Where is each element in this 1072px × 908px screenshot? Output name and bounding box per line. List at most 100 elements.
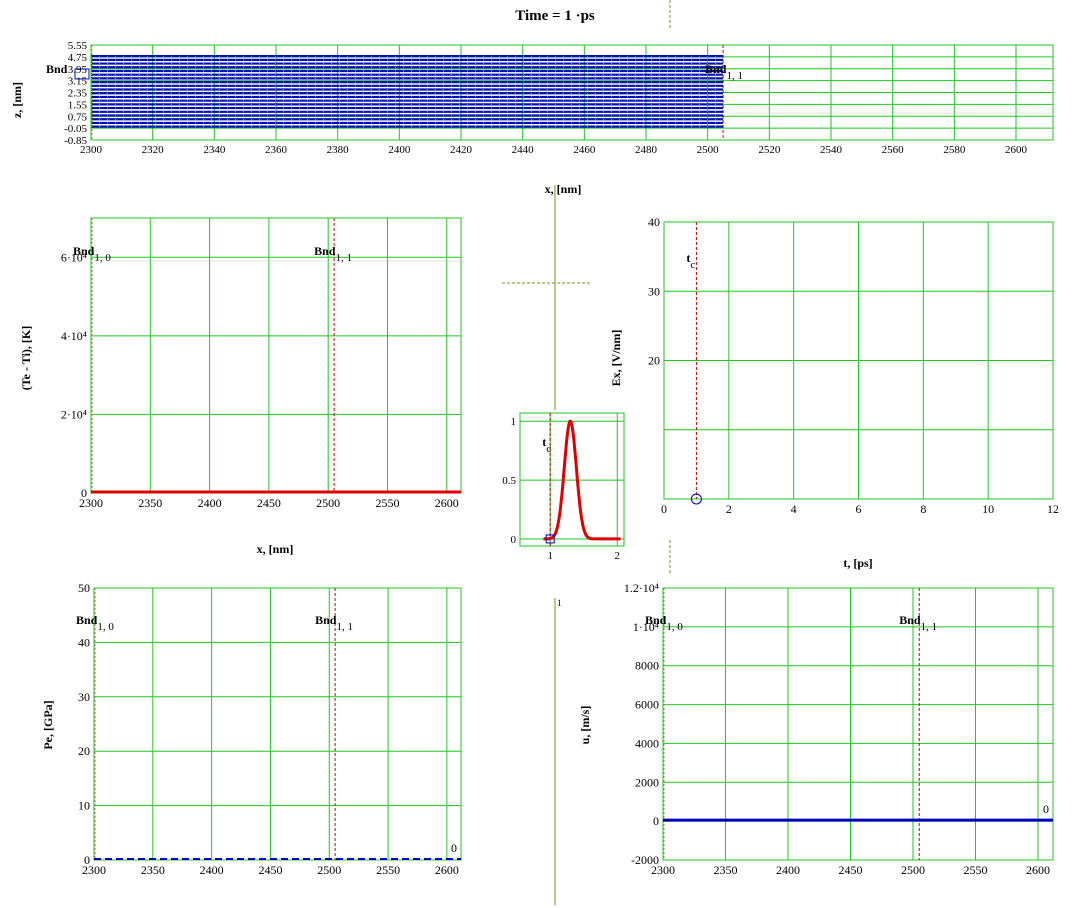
- velocity-x-tick-label: 2500: [901, 863, 925, 877]
- z_profile-x-tick-label: 2580: [943, 144, 966, 156]
- z_profile-marker-label: Bnd: [46, 62, 68, 76]
- pe-x-tick-label: 2300: [82, 863, 106, 877]
- z-profile-xlabel: x, [nm]: [545, 182, 582, 196]
- te-ti-ylabel: (Te - Ti), [K]: [19, 326, 33, 390]
- z_profile-x-tick-label: 2300: [80, 144, 103, 156]
- pe-x-tick-label: 2500: [317, 863, 341, 877]
- velocity-y-tick-label: -2000: [631, 853, 659, 867]
- te-ti-xlabel: x, [nm]: [257, 542, 294, 556]
- z_profile-x-tick-label: 2540: [820, 144, 843, 156]
- ex_field-x-tick-label: 4: [791, 502, 797, 516]
- z_profile-x-tick-label: 2500: [697, 144, 720, 156]
- z_profile-x-tick-label: 2420: [450, 144, 473, 156]
- pe-y-tick-label: 10: [78, 799, 90, 813]
- stray-mark: 1: [557, 598, 562, 608]
- velocity-ylabel: u, [m/s]: [578, 706, 592, 745]
- pulse-marker-label: tc: [542, 435, 551, 455]
- pe-marker-label: Bnd1, 0: [76, 613, 114, 633]
- z_profile-y-tick-label: 4.75: [68, 52, 88, 64]
- pulse-x-tick-label: 2: [615, 550, 621, 562]
- z_profile-x-tick-label: 2320: [142, 144, 165, 156]
- te_ti-chart: 2300 2350 2400 2450 2500 2550 2600 0 2·10⁴ 4·10⁴ 6…: [61, 217, 462, 510]
- te_ti-x-tick-label: 2550: [375, 496, 399, 510]
- velocity-y-tick-label: 8000: [635, 659, 659, 673]
- te_ti-x-tick-label: 2450: [257, 496, 281, 510]
- ex_field-x-tick-label: 2: [726, 502, 732, 516]
- z_profile-y-tick-label: 3.15: [68, 76, 88, 88]
- ex_field-y-tick-label: 40: [648, 215, 660, 229]
- z-profile-ylabel: z, [nm]: [10, 82, 24, 118]
- pe-chart: 2300 2350 2400 2450 2500 2550 2600 0 10 20 30 40 50 B…: [76, 581, 462, 877]
- pulse-y-tick-label: 0.5: [502, 475, 516, 487]
- z_profile-x-tick-label: 2560: [882, 144, 905, 156]
- te_ti-x-tick-label: 2300: [79, 496, 103, 510]
- ex_field-x-tick-label: 12: [1047, 502, 1059, 516]
- pulse-y-tick-label: 0: [511, 534, 517, 546]
- pe-y-tick-label: 50: [78, 581, 90, 595]
- pe-y-tick-label: 30: [78, 690, 90, 704]
- te_ti-x-tick-label: 2600: [435, 496, 459, 510]
- z_profile-y-tick-label: -0.05: [64, 123, 87, 135]
- pulse-curve: [543, 419, 621, 541]
- velocity-y-tick-label: 0: [653, 814, 659, 828]
- pe-y-tick-label: 40: [78, 635, 90, 649]
- z_profile-y-tick-label: 2.35: [68, 88, 88, 100]
- pe-marker-label: Bnd1, 1: [315, 613, 353, 633]
- pe-x-tick-label: 2450: [258, 863, 282, 877]
- pulse-x-tick-label: 1: [547, 550, 553, 562]
- pe-x-tick-label: 2600: [435, 863, 459, 877]
- ex_field-x-tick-label: 0: [661, 502, 667, 516]
- pulse-cursor-marker: [545, 534, 555, 544]
- pe-annotation: 0: [451, 841, 457, 855]
- velocity-x-tick-label: 2550: [964, 863, 988, 877]
- z_profile-x-tick-label: 2520: [758, 144, 781, 156]
- z_profile-x-tick-label: 2340: [203, 144, 226, 156]
- velocity-x-tick-label: 2450: [839, 863, 863, 877]
- ex_field-y-tick-label: 20: [648, 354, 660, 368]
- z_profile-y-tick-label: 5.55: [68, 40, 88, 52]
- ex_field-y-tick-label: 30: [648, 284, 660, 298]
- z_profile-x-tick-label: 2460: [573, 144, 596, 156]
- z-origin-marker: [74, 68, 90, 80]
- z_profile-x-tick-label: 2440: [512, 144, 535, 156]
- ex_field-data-point: [690, 493, 702, 505]
- ex_field-x-tick-label: 10: [982, 502, 994, 516]
- z_profile-x-tick-label: 2360: [265, 144, 288, 156]
- z_profile-x-tick-label: 2400: [388, 144, 411, 156]
- velocity-x-tick-label: 2300: [651, 863, 675, 877]
- ex_field-marker-label: tc: [686, 251, 695, 271]
- pe-y-tick-label: 0: [84, 853, 90, 867]
- z_profile-x-tick-label: 2480: [635, 144, 658, 156]
- pe-x-tick-label: 2400: [200, 863, 224, 877]
- z_profile-x-tick-label: 2600: [1005, 144, 1028, 156]
- pe-y-tick-label: 20: [78, 744, 90, 758]
- te_ti-x-tick-label: 2350: [138, 496, 162, 510]
- te_ti-y-tick-label: 0: [81, 486, 87, 500]
- velocity-x-tick-label: 2400: [776, 863, 800, 877]
- pulse-chart: 1 2 0 0.5 1 tc: [502, 412, 625, 562]
- velocity-annotation: 0: [1043, 802, 1049, 816]
- velocity-marker-label: Bnd1, 0: [645, 613, 683, 633]
- pe-ylabel: Pe, [GPa]: [41, 700, 55, 749]
- velocity-plot-area: [662, 587, 1054, 861]
- te_ti-x-tick-label: 2500: [316, 496, 340, 510]
- velocity-y-tick-label: 4000: [635, 736, 659, 750]
- ex_field-x-tick-label: 8: [920, 502, 926, 516]
- z_profile-y-tick-label: 0.75: [68, 111, 88, 123]
- z_profile-y-tick-label: -0.85: [64, 135, 87, 147]
- te_ti-y-tick-label: 4·10⁴: [61, 329, 87, 343]
- ex_field-x-tick-label: 6: [856, 502, 862, 516]
- te_ti-marker-label: Bnd1, 0: [73, 244, 111, 264]
- ex-field-ylabel: Ex, [V/nm]: [609, 330, 623, 387]
- time-label: Time = 1 ·ps: [515, 8, 595, 24]
- pe-plot-area: [93, 587, 462, 861]
- ex_field-chart: 0 2 4 6 8 10 12 20 30 40 tc: [648, 215, 1059, 516]
- velocity-y-tick-label: 6000: [635, 698, 659, 712]
- z_profile-x-tick-label: 2380: [327, 144, 350, 156]
- z_profile-marker-label: Bnd1, 1: [705, 62, 743, 82]
- pe-x-tick-label: 2550: [376, 863, 400, 877]
- z_profile-y-tick-label: 3.95: [68, 64, 88, 76]
- velocity-chart: 2300 2350 2400 2450 2500 2550 2600 -2000 0 2000 40…: [624, 581, 1054, 877]
- pe-x-tick-label: 2350: [141, 863, 165, 877]
